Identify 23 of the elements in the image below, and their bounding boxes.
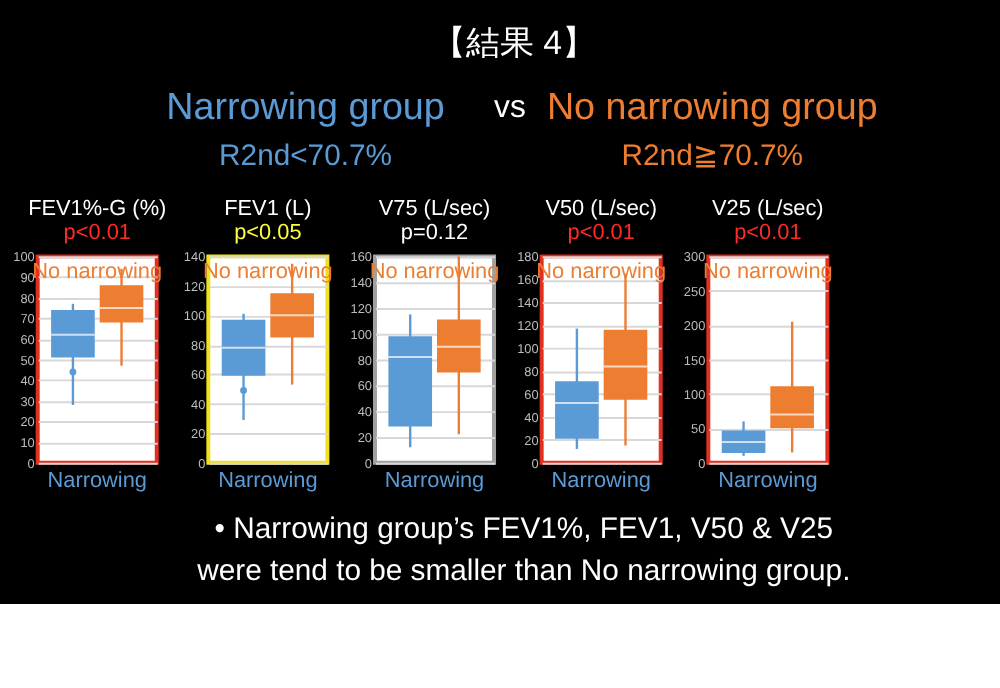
- text: 【結果 4】: [431, 23, 596, 62]
- text: Narrowing: [47, 468, 147, 493]
- text: Narrowing: [718, 468, 818, 493]
- text: were tend to be smaller than No narrowing group.: [195, 555, 851, 588]
- text: R2nd<70.7%: [219, 141, 392, 174]
- chart-title: V25 (L/sec): [712, 196, 824, 221]
- chart-subtitle: p<0.01: [63, 220, 131, 245]
- chart-subtitle: p=0.12: [400, 220, 469, 245]
- chart-title: V50 (L/sec): [545, 196, 657, 221]
- text: Narrowing: [384, 468, 485, 493]
- text: Narrowing: [218, 468, 318, 493]
- text: No narrowing group: [546, 85, 878, 128]
- chart-title: V75 (L/sec): [378, 196, 491, 221]
- text: R2nd≧70.7%: [621, 141, 804, 174]
- chart-subtitle: p<0.01: [567, 220, 635, 245]
- chart-title: FEV1%-G (%): [28, 196, 167, 221]
- text: vs: [494, 91, 526, 126]
- chart-subtitle: p<0.01: [734, 220, 802, 245]
- text: Narrowing group: [166, 85, 445, 128]
- chart-subtitle: p<0.05: [234, 220, 302, 245]
- text: • Narrowing group’s FEV1%, FEV1, V50 & V25: [214, 514, 834, 547]
- chart-title: FEV1 (L): [224, 196, 312, 221]
- text: Narrowing: [551, 468, 651, 493]
